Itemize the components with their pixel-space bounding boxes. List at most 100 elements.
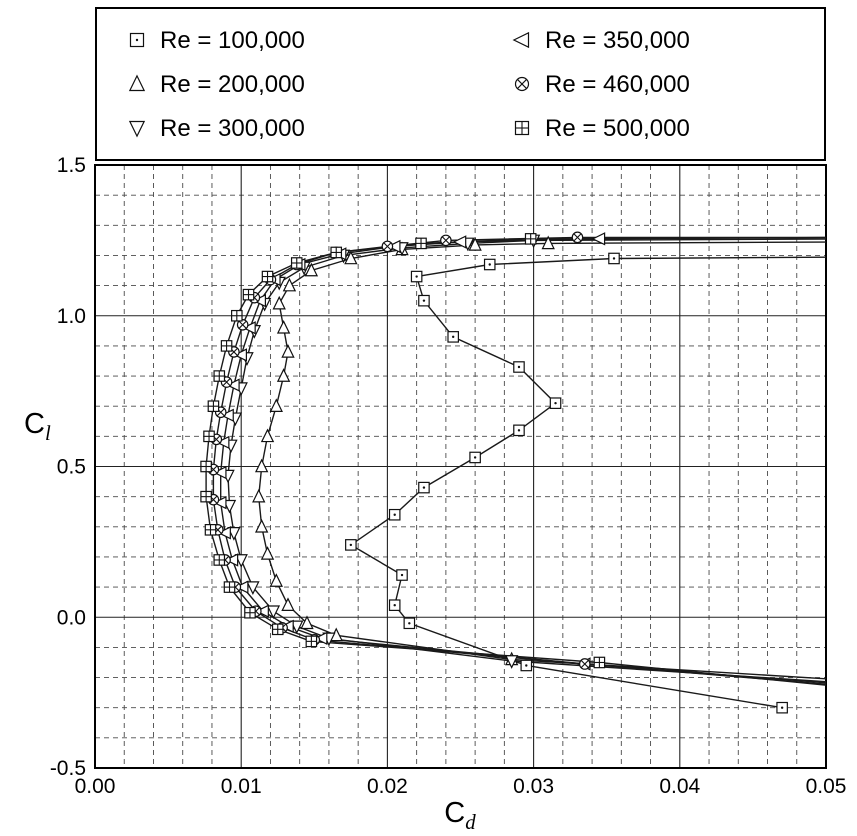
square-plus-marker bbox=[305, 635, 318, 648]
x-tick-label: 0.04 bbox=[659, 775, 700, 798]
legend-label: Re = 300,000 bbox=[160, 115, 305, 142]
square-plus-marker bbox=[220, 340, 233, 352]
square-plus-marker bbox=[204, 524, 217, 536]
triangle-left-marker bbox=[217, 526, 231, 540]
triangle-left-marker bbox=[215, 435, 230, 450]
legend-label: Re = 200,000 bbox=[160, 71, 305, 98]
square-dot-marker bbox=[129, 32, 145, 48]
x-tick-label: 0.01 bbox=[221, 775, 262, 798]
y-tick-label: 1.5 bbox=[57, 154, 86, 177]
triangle-up-marker bbox=[272, 295, 286, 310]
square-plus-marker bbox=[524, 233, 537, 245]
triangle-down-marker bbox=[290, 620, 304, 635]
x-axis-label-sub: d bbox=[465, 809, 476, 834]
triangle-up-marker bbox=[344, 250, 358, 265]
circle-x-marker bbox=[236, 318, 249, 331]
triangle-left-marker bbox=[313, 631, 328, 646]
triangle-up-marker bbox=[254, 458, 269, 473]
triangle-up-marker bbox=[254, 518, 269, 533]
triangle-up-marker bbox=[260, 546, 275, 560]
triangle-up-marker bbox=[304, 262, 319, 277]
x-tick-label: 0.03 bbox=[513, 775, 554, 798]
legend-item: Re = 300,000 bbox=[128, 115, 305, 142]
square-dot-marker bbox=[469, 451, 481, 464]
circle-x-marker bbox=[514, 76, 530, 92]
x-tick-label: 0.00 bbox=[75, 775, 116, 798]
triangle-up-marker bbox=[468, 237, 482, 251]
square-plus-marker bbox=[415, 237, 427, 250]
square-dot-marker bbox=[608, 252, 620, 265]
triangle-up-marker bbox=[300, 615, 314, 630]
square-dot-marker bbox=[388, 599, 401, 611]
series-line-5 bbox=[205, 236, 826, 686]
triangle-left-marker bbox=[233, 348, 247, 362]
square-plus-marker bbox=[223, 581, 236, 593]
triangle-down-marker bbox=[128, 120, 146, 138]
x-axis-label: Cd bbox=[444, 799, 475, 833]
y-axis-label-main: C bbox=[24, 408, 45, 440]
legend-box bbox=[95, 7, 826, 161]
triangle-left-marker bbox=[255, 604, 269, 618]
square-plus-marker bbox=[261, 270, 274, 283]
triangle-left-marker bbox=[220, 408, 234, 422]
triangle-down-marker bbox=[234, 554, 248, 568]
series-markers bbox=[200, 231, 788, 714]
square-plus-marker bbox=[200, 490, 212, 503]
triangle-left-marker bbox=[242, 321, 256, 335]
tick-labels: 0.00 0.01 0.02 0.03 0.04 0.05 -0.5 0.0 0.5 1.0 1.5 bbox=[50, 154, 847, 798]
legend-label: Re = 500,000 bbox=[545, 115, 690, 142]
square-plus-marker bbox=[271, 623, 284, 636]
square-plus-marker bbox=[213, 370, 226, 382]
triangle-left-marker bbox=[224, 553, 239, 567]
square-dot-marker bbox=[403, 617, 416, 630]
triangle-up-marker bbox=[260, 428, 275, 443]
square-plus-marker bbox=[514, 120, 530, 136]
y-tick-label: 0.5 bbox=[57, 456, 86, 479]
x-tick-label: 0.05 bbox=[806, 775, 847, 798]
legend-label: Re = 350,000 bbox=[545, 27, 690, 54]
triangle-left-marker bbox=[591, 232, 606, 246]
triangle-up-marker bbox=[281, 344, 295, 358]
square-dot-marker bbox=[549, 397, 562, 409]
square-dot-marker bbox=[418, 481, 430, 494]
series-line-4 bbox=[212, 236, 826, 685]
legend-item: Re = 460,000 bbox=[514, 71, 690, 98]
circle-x-marker bbox=[578, 658, 591, 670]
legend: Re = 100,000 Re = 200,000 Re = 300,000 Re =… bbox=[95, 7, 826, 161]
y-tick-label: 0.0 bbox=[57, 606, 86, 629]
y-axis-label: Cl bbox=[24, 410, 51, 444]
square-plus-marker bbox=[203, 430, 215, 443]
triangle-up-marker bbox=[252, 488, 266, 503]
square-plus-marker bbox=[593, 656, 606, 669]
square-dot-marker bbox=[520, 659, 533, 672]
square-plus-marker bbox=[200, 460, 212, 473]
square-dot-marker bbox=[410, 270, 423, 283]
y-tick-label: -0.5 bbox=[50, 757, 86, 780]
square-plus-marker bbox=[290, 257, 303, 269]
triangle-left-marker bbox=[386, 239, 401, 254]
square-plus-marker bbox=[207, 400, 220, 413]
legend-label: Re = 100,000 bbox=[160, 27, 305, 54]
square-plus-marker bbox=[330, 246, 343, 259]
square-plus-marker bbox=[242, 288, 255, 301]
square-dot-marker bbox=[447, 331, 459, 343]
triangle-down-marker bbox=[504, 655, 519, 669]
y-tick-label: 1.0 bbox=[57, 305, 86, 328]
triangle-left-marker bbox=[234, 580, 249, 594]
legend-item: Re = 500,000 bbox=[514, 115, 690, 142]
triangle-up-marker bbox=[281, 597, 295, 611]
series-line-3 bbox=[219, 236, 826, 684]
legend-item: Re = 100,000 bbox=[129, 27, 305, 54]
square-dot-marker bbox=[418, 294, 430, 307]
triangle-left-marker bbox=[212, 495, 227, 510]
square-plus-marker bbox=[231, 309, 243, 322]
triangle-left-marker bbox=[226, 378, 240, 392]
square-dot-marker bbox=[513, 361, 525, 373]
circle-x-marker bbox=[571, 231, 584, 244]
triangle-up-marker bbox=[541, 235, 555, 250]
triangle-up-marker bbox=[276, 368, 291, 382]
square-dot-marker bbox=[388, 508, 401, 521]
triangle-left-marker bbox=[212, 465, 227, 480]
